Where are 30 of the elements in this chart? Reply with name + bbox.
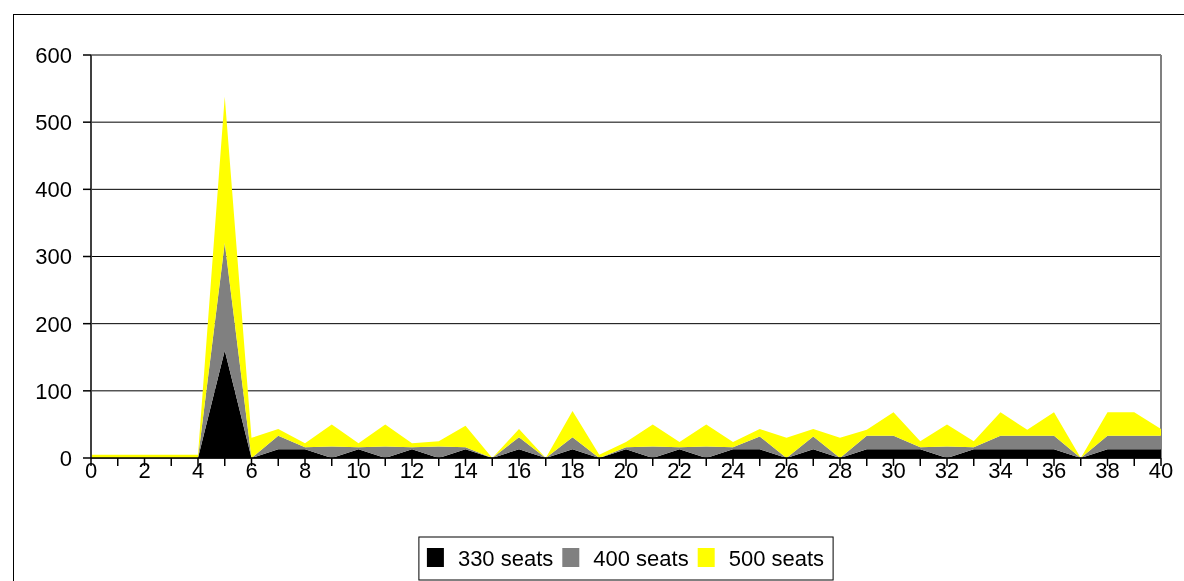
y-tick-label: 100 (35, 378, 72, 404)
x-tick-label: 30 (881, 458, 906, 483)
x-tick-label: 4 (191, 458, 205, 483)
x-tick-label: 34 (988, 458, 1013, 483)
x-tick-label: 0 (84, 458, 98, 483)
x-tick-label: 24 (720, 458, 746, 483)
legend-label: 330 seats (457, 546, 554, 571)
x-tick-label: 12 (399, 458, 425, 483)
y-tick-label: 500 (35, 110, 72, 136)
y-tick-label: 400 (35, 177, 72, 203)
legend-label: 400 seats (593, 546, 689, 571)
x-tick-label: 10 (346, 458, 371, 483)
x-tick-label: 14 (453, 458, 478, 483)
y-tick-label: 200 (35, 311, 72, 337)
x-tick-label: 6 (245, 458, 258, 483)
x-tick-label: 40 (1148, 458, 1174, 483)
x-tick-label: 22 (667, 458, 692, 483)
legend-label: 500 seats (728, 546, 825, 571)
x-tick-label: 20 (613, 458, 639, 483)
x-tick-label: 8 (298, 458, 312, 483)
x-tick-label: 26 (774, 458, 799, 483)
x-tick-label: 38 (1095, 458, 1120, 483)
x-tick-label: 2 (138, 458, 151, 483)
x-tick-label: 28 (827, 458, 853, 483)
y-tick-label: 600 (35, 42, 72, 68)
x-tick-label: 36 (1041, 458, 1067, 483)
x-tick-label: 16 (506, 458, 532, 483)
x-tick-label: 18 (560, 458, 585, 483)
x-tick-label: 32 (934, 458, 960, 483)
y-tick-label: 300 (35, 244, 72, 270)
